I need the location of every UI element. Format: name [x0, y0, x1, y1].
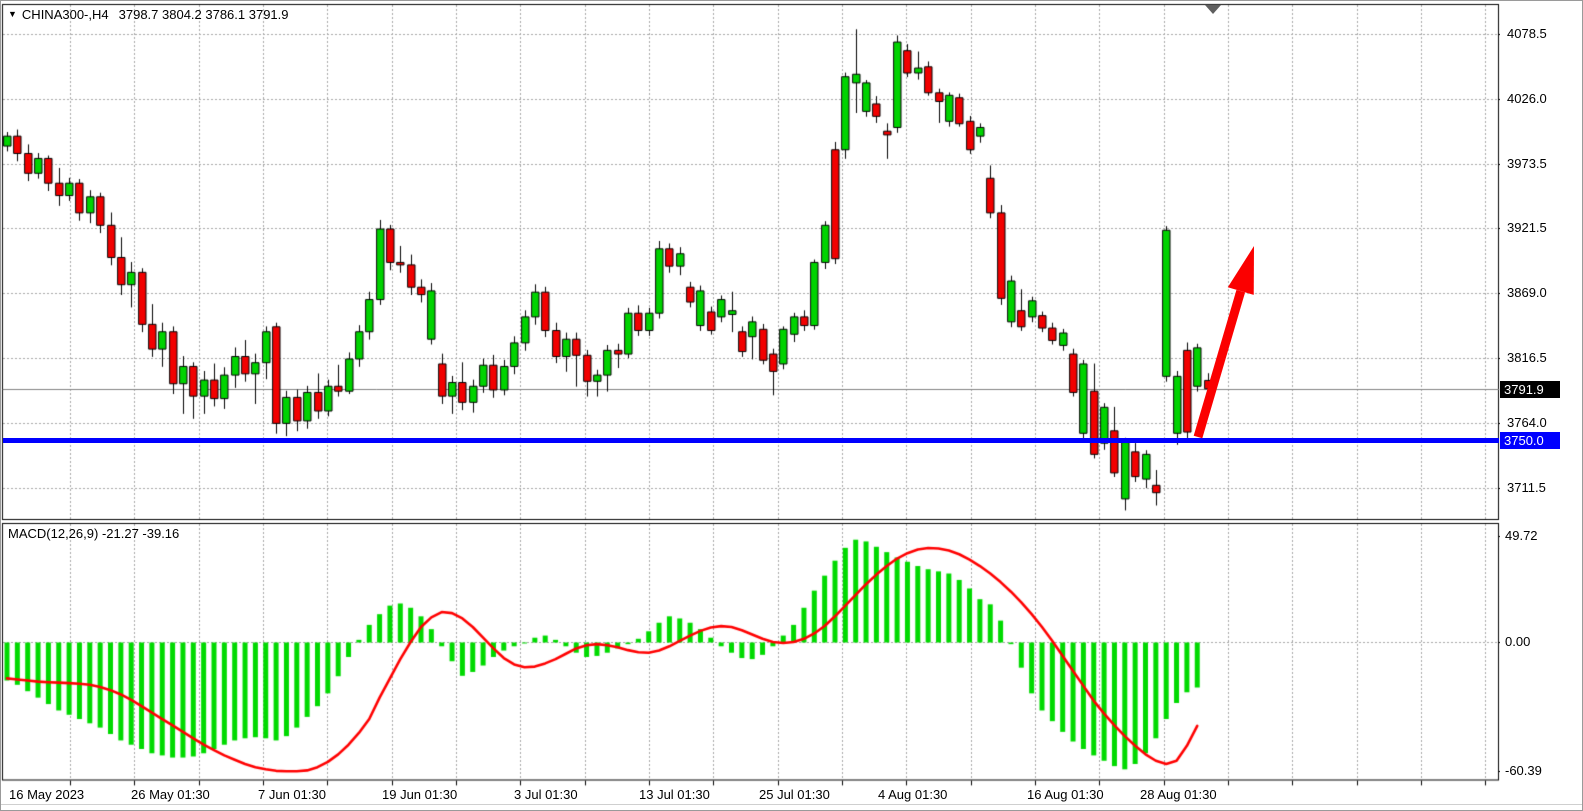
- price-axis-tick: 3869.0: [1507, 285, 1547, 300]
- ohlc-readout: 3798.7 3804.2 3786.1 3791.9: [118, 7, 289, 22]
- chart-title: ▼ CHINA300-,H4 3798.7 3804.2 3786.1 3791.9: [8, 7, 289, 22]
- time-axis-tick: 19 Jun 01:30: [382, 787, 458, 802]
- time-axis-tick: 3 Jul 01:30: [514, 787, 578, 802]
- price-axis-tick: 4026.0: [1507, 91, 1547, 106]
- time-axis-tick: 16 Aug 01:30: [1027, 787, 1104, 802]
- price-axis-tick: 3973.5: [1507, 156, 1547, 171]
- macd-axis-tick: 0.00: [1505, 634, 1531, 649]
- macd-indicator-label: MACD(12,26,9) -21.27 -39.16: [8, 526, 179, 541]
- support-level-line[interactable]: [3, 438, 1499, 443]
- symbol-period-label: CHINA300-,H4: [21, 7, 109, 22]
- price-axis-tick: 3711.5: [1507, 480, 1546, 495]
- time-axis-tick: 7 Jun 01:30: [258, 787, 326, 802]
- chart-shift-marker-icon[interactable]: [1205, 5, 1221, 14]
- time-axis-tick: 25 Jul 01:30: [759, 787, 830, 802]
- level-price-badge: 3750.0: [1500, 432, 1560, 449]
- time-axis-tick: 26 May 01:30: [131, 787, 210, 802]
- price-axis-strip: [1500, 1, 1582, 810]
- current-price-badge: 3791.9: [1500, 381, 1560, 398]
- price-axis-tick: 3764.0: [1507, 415, 1547, 430]
- macd-axis-tick: -60.39: [1505, 763, 1542, 778]
- time-axis-tick: 16 May 2023: [9, 787, 85, 802]
- symbol-collapse-icon[interactable]: ▼: [8, 9, 17, 19]
- time-axis-tick: 13 Jul 01:30: [639, 787, 710, 802]
- macd-values: -21.27 -39.16: [101, 526, 180, 541]
- window-bottom-edge: [1, 804, 1582, 805]
- price-axis-tick: 3816.5: [1507, 350, 1547, 365]
- time-axis-tick: 4 Aug 01:30: [878, 787, 948, 802]
- macd-name: MACD(12,26,9): [8, 526, 99, 541]
- macd-axis-tick: 49.72: [1505, 528, 1538, 543]
- price-axis-tick: 3921.5: [1507, 220, 1547, 235]
- price-axis-tick: 4078.5: [1507, 26, 1547, 41]
- time-axis-tick: 28 Aug 01:30: [1140, 787, 1217, 802]
